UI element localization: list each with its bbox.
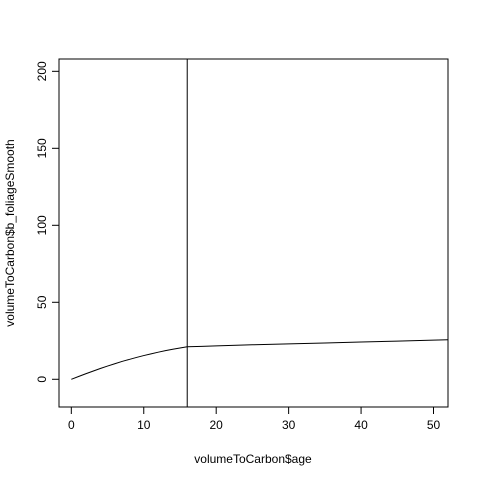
x-tick-label: 40 — [354, 418, 368, 432]
series-line — [71, 339, 449, 380]
x-tick-label: 10 — [137, 418, 151, 432]
y-tick-label: 100 — [35, 215, 49, 235]
x-tick-label: 20 — [210, 418, 224, 432]
x-tick-label: 30 — [282, 418, 296, 432]
x-tick-label: 0 — [68, 418, 75, 432]
x-axis: 0 10 20 30 40 50 — [68, 406, 441, 432]
x-tick-label: 50 — [427, 418, 441, 432]
y-tick-label: 0 — [35, 376, 49, 383]
plot-lines — [71, 59, 449, 407]
y-tick-label: 150 — [35, 138, 49, 158]
plot-box — [58, 58, 449, 408]
y-tick-label: 200 — [35, 61, 49, 81]
x-axis-title: volumeToCarbon$age — [194, 452, 312, 466]
y-axis-title: volumeToCarbon$b_foliageSmooth — [3, 139, 17, 326]
y-axis: 0 50 100 150 200 — [35, 61, 60, 383]
y-tick-label: 50 — [35, 295, 49, 309]
